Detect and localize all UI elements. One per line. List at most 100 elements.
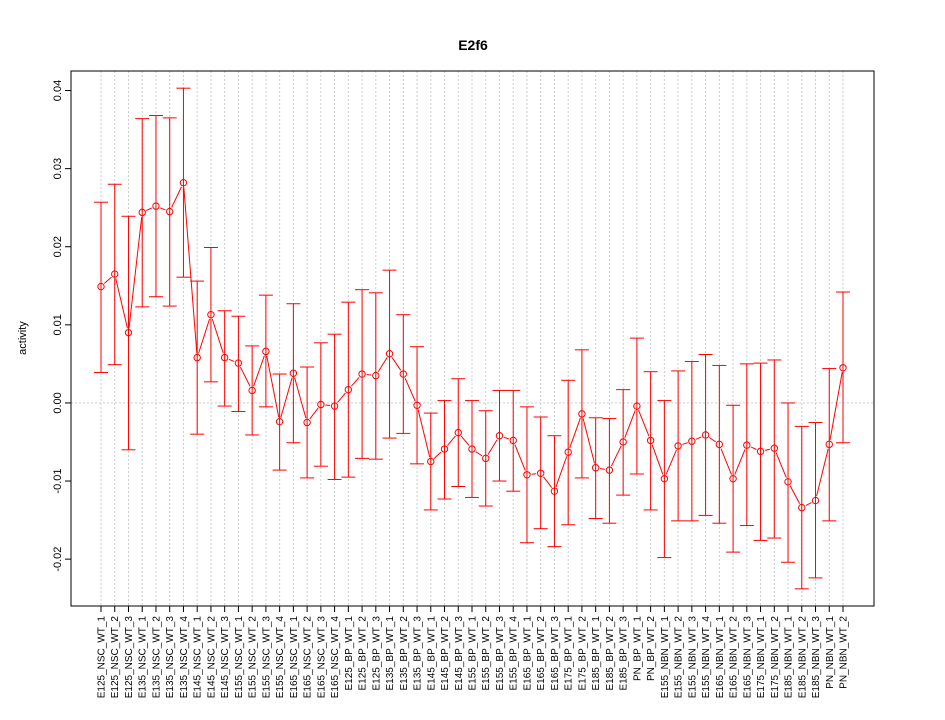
x-tick-label: E155_BP_WT_3 bbox=[495, 616, 506, 691]
error-bar bbox=[341, 301, 356, 478]
error-bar bbox=[533, 416, 548, 530]
series-line-segment bbox=[183, 187, 198, 354]
data-point bbox=[152, 202, 160, 210]
x-tick-label: E165_NSC_WT_1 bbox=[289, 616, 300, 699]
error-bar bbox=[712, 364, 727, 524]
x-tick-label: E175_BP_WT_2 bbox=[577, 616, 588, 691]
x-tick-label: E155_NBN_WT_4 bbox=[701, 616, 712, 699]
series-line-segment bbox=[433, 451, 442, 459]
error-bar bbox=[245, 345, 260, 436]
x-tick-label: E185_NBN_WT_1 bbox=[784, 616, 795, 699]
x-tick-label: PN_NBN_WT_2 bbox=[839, 616, 850, 689]
error-bar bbox=[148, 115, 163, 298]
series-line-segment bbox=[171, 186, 182, 208]
data-point bbox=[262, 347, 270, 356]
error-bar bbox=[506, 389, 521, 492]
series-line-segment bbox=[294, 377, 307, 419]
error-bar bbox=[300, 366, 315, 479]
error-bar bbox=[437, 400, 452, 500]
series-line-segment bbox=[325, 404, 331, 407]
data-point bbox=[550, 487, 559, 495]
data-point bbox=[811, 496, 820, 505]
x-tick-label: E165_BP_WT_1 bbox=[522, 616, 533, 691]
data-point bbox=[303, 418, 311, 427]
error-bar bbox=[519, 406, 534, 544]
data-point bbox=[440, 445, 449, 453]
x-tick-label: E185_BP_WT_3 bbox=[619, 616, 630, 691]
x-tick-label: E175_NBN_WT_2 bbox=[770, 616, 781, 699]
series-line-segment bbox=[789, 485, 801, 504]
series-line-segment bbox=[115, 278, 128, 329]
series-line-segment bbox=[460, 435, 470, 446]
data-point bbox=[756, 447, 765, 456]
y-tick-label: -0.01 bbox=[52, 468, 64, 493]
error-bar bbox=[368, 292, 383, 460]
data-point bbox=[468, 445, 476, 453]
series-line-segment bbox=[775, 452, 787, 478]
data-layer bbox=[94, 87, 850, 590]
series-line-segment bbox=[624, 410, 636, 438]
data-point bbox=[784, 478, 792, 486]
data-point bbox=[344, 385, 353, 394]
error-bar bbox=[836, 291, 850, 444]
series-line-segment bbox=[543, 476, 553, 488]
data-point bbox=[523, 471, 531, 479]
data-point bbox=[427, 457, 435, 466]
series-line-segment bbox=[764, 448, 771, 451]
data-point bbox=[619, 438, 627, 446]
error-bar bbox=[286, 303, 301, 444]
series-line-segment bbox=[514, 444, 526, 471]
data-point bbox=[248, 386, 256, 395]
error-bar bbox=[561, 379, 576, 526]
x-tick-label: E145_NSC_WT_3 bbox=[220, 616, 231, 699]
error-bar bbox=[602, 418, 617, 524]
series-line-segment bbox=[695, 436, 702, 440]
data-point bbox=[358, 370, 366, 378]
data-point bbox=[482, 454, 490, 463]
data-point bbox=[798, 503, 806, 512]
data-point bbox=[399, 370, 407, 378]
data-point bbox=[220, 353, 229, 362]
data-point bbox=[660, 474, 669, 483]
error-bar bbox=[767, 359, 782, 539]
data-point bbox=[111, 270, 119, 278]
x-tick-label: E125_BP_WT_2 bbox=[358, 616, 369, 691]
error-bar bbox=[203, 247, 218, 383]
x-tick-label: PN_NBN_WT_1 bbox=[825, 616, 836, 689]
error-bar bbox=[588, 417, 603, 520]
x-tick-label: E135_BP_WT_2 bbox=[399, 616, 410, 691]
series-line-segment bbox=[146, 207, 153, 211]
error-bar bbox=[176, 87, 191, 278]
x-tick-label: E155_NBN_WT_2 bbox=[674, 616, 685, 699]
error-bar bbox=[272, 373, 287, 471]
x-tick-label: E165_NBN_WT_2 bbox=[729, 616, 740, 699]
data-point bbox=[825, 440, 833, 449]
x-tick-label: E155_NSC_WT_3 bbox=[261, 616, 272, 699]
series-line-segment bbox=[805, 502, 812, 506]
data-point bbox=[509, 436, 517, 445]
series-line-segment bbox=[720, 448, 732, 475]
y-tick-label: 0.04 bbox=[52, 80, 64, 101]
x-tick-label: E145_NSC_WT_2 bbox=[206, 616, 217, 699]
x-tick-label: E125_NSC_WT_3 bbox=[124, 616, 135, 699]
x-tick-label: E135_NSC_WT_2 bbox=[151, 616, 162, 699]
series-line-segment bbox=[651, 444, 664, 475]
error-bar bbox=[671, 370, 686, 522]
x-tick-label: E135_BP_WT_1 bbox=[385, 616, 396, 691]
data-point bbox=[207, 310, 215, 319]
x-tick-label: E155_BP_WT_1 bbox=[468, 616, 479, 691]
error-bar bbox=[616, 389, 631, 496]
error-bar bbox=[478, 410, 493, 507]
series-line-segment bbox=[103, 276, 112, 284]
series-line-segment bbox=[366, 374, 372, 376]
data-point bbox=[770, 444, 778, 452]
error-bar bbox=[396, 314, 411, 434]
series-line-segment bbox=[253, 355, 265, 387]
x-tick-label: E135_NSC_WT_4 bbox=[179, 616, 190, 699]
x-tick-label: E145_BP_WT_1 bbox=[426, 616, 437, 691]
chart-title: E2f6 bbox=[458, 37, 488, 53]
series-line-segment bbox=[128, 216, 143, 329]
series-line-segment bbox=[487, 439, 498, 455]
x-tick-label: E165_BP_WT_3 bbox=[550, 616, 561, 691]
